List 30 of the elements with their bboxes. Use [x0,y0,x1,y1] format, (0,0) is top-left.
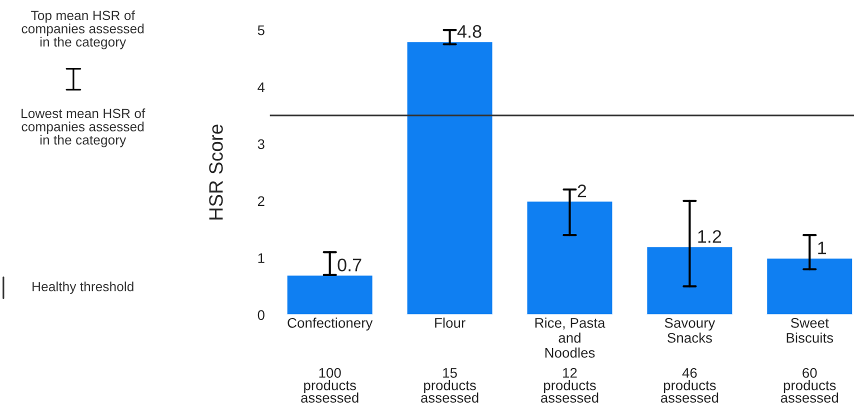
bar [766,257,854,315]
text: 100 products assessed [301,368,358,403]
y-tick-label: 4 [258,82,265,92]
x-tick-label: Flour [435,318,466,328]
text: 46 products assessed [660,368,718,403]
x-tick-label: Savoury Snacks [664,318,716,343]
data-label: 1.2 [698,230,722,243]
text: Top mean HSR of companies assessed in the category [22,10,144,50]
text: 60 products assessed [780,368,838,403]
data-label: 2 [578,184,586,198]
x-tick-label: Rice, Pasta and Noodles [535,318,606,358]
x-tick-label: Sweet Biscuits [786,318,834,343]
text: Lowest mean HSR of companies assessed in the category [22,108,146,148]
text: 15 products assessed [421,368,478,403]
data-label: 0.7 [338,258,362,272]
y-tick-label: 0 [258,310,264,320]
bar [646,246,734,315]
data-label: 4.8 [457,25,482,38]
y-axis-title: HSR Score [209,124,223,220]
y-tick-label: 1 [258,253,264,263]
y-tick-label: 2 [258,196,264,206]
x-tick-label: Confectionery [288,318,373,331]
bar [526,200,614,315]
text: 12 products assessed [540,368,598,403]
y-tick-label: 5 [258,26,264,36]
bar [406,40,494,315]
y-tick-label: 3 [258,139,264,150]
bar [286,274,374,315]
legend-label: Healthy threshold [32,282,134,294]
data-label: 1 [818,242,826,254]
